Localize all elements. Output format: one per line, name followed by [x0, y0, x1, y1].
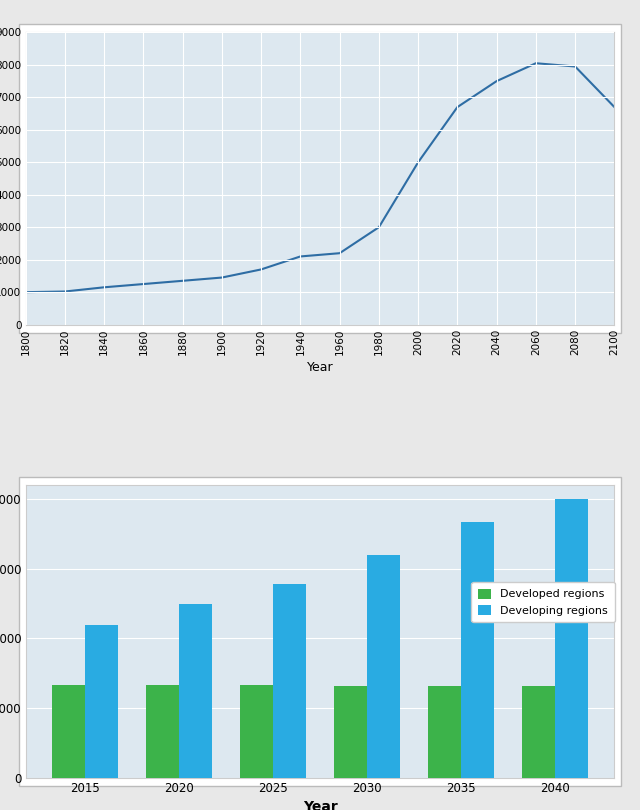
Bar — [367, 555, 400, 778]
X-axis label: Year: Year — [303, 800, 337, 810]
Bar — [461, 522, 493, 778]
Bar — [522, 686, 555, 778]
Bar — [334, 686, 367, 778]
Bar — [179, 603, 212, 778]
Bar — [240, 685, 273, 778]
Bar — [273, 584, 306, 778]
Bar — [85, 625, 118, 778]
Bar — [428, 686, 461, 778]
X-axis label: Year: Year — [307, 360, 333, 373]
Legend: Developed regions, Developing regions: Developed regions, Developing regions — [472, 582, 615, 622]
Bar — [147, 685, 179, 778]
Bar — [52, 685, 85, 778]
Bar — [555, 499, 588, 778]
